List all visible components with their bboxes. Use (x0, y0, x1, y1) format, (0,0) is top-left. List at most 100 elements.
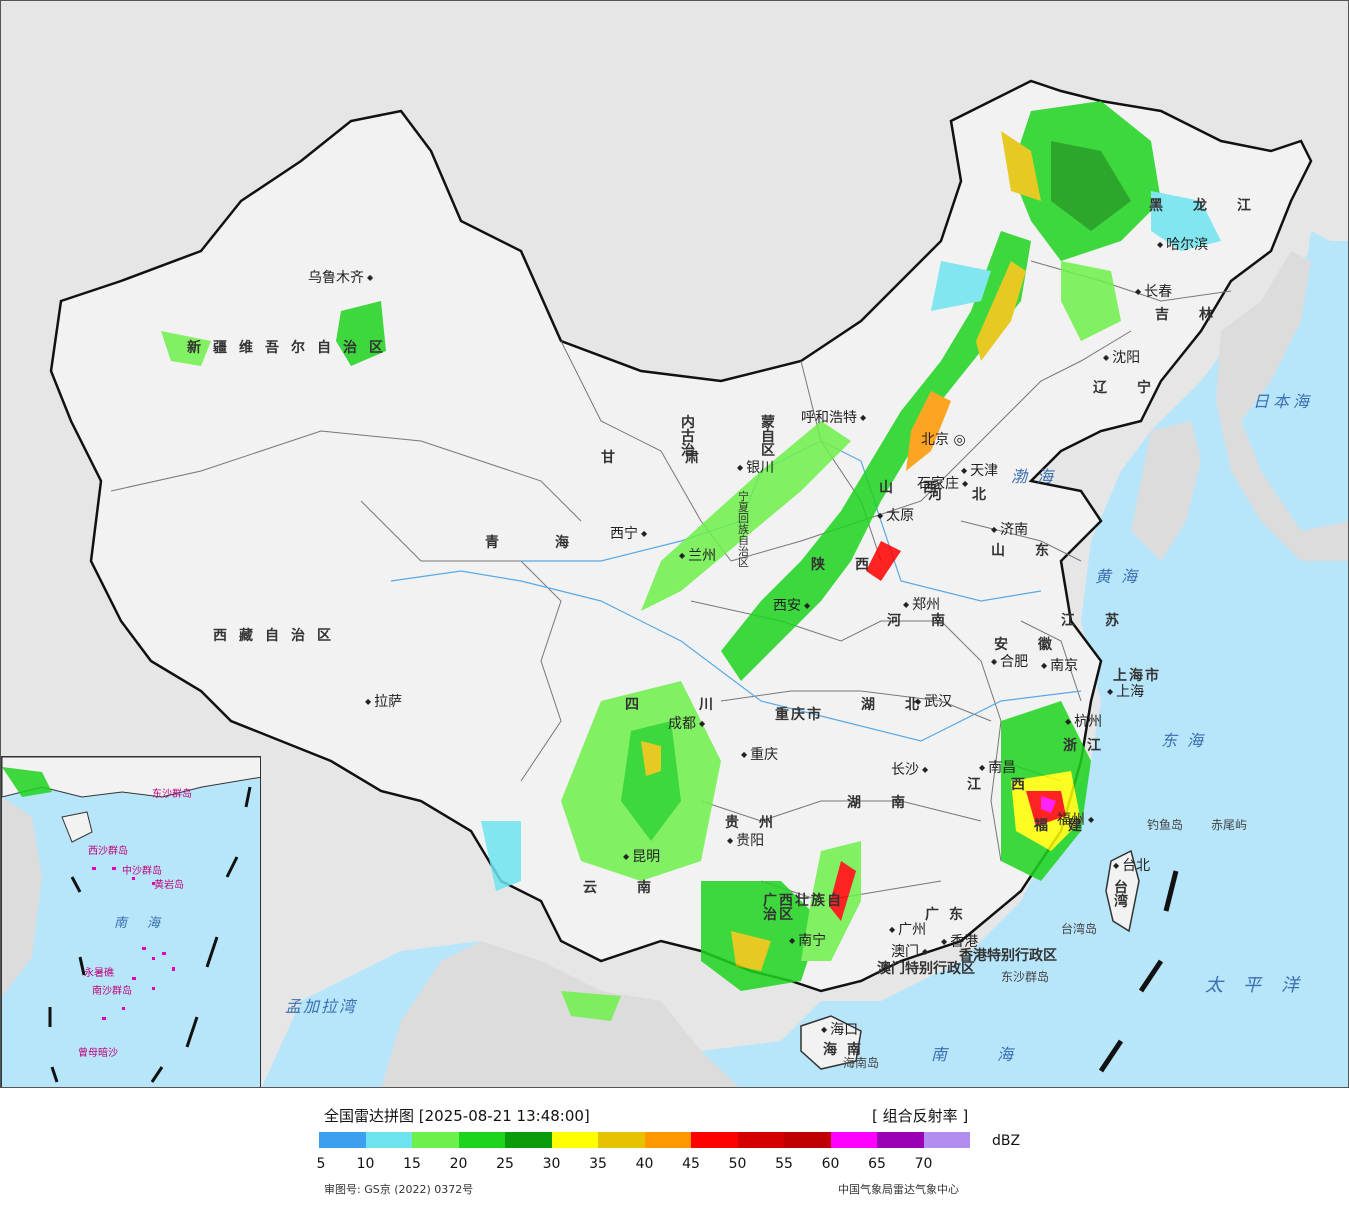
tick-label: 10 (356, 1156, 375, 1172)
color-swatch (365, 1132, 412, 1148)
city-haikou: 海口 (821, 1023, 858, 1037)
province-jiangsu: 江苏 (1061, 613, 1149, 629)
city-macau: 澳门 (891, 945, 928, 959)
color-swatch (598, 1132, 645, 1148)
city-chengdu: 成都 (668, 717, 705, 731)
city-tianjin: 天津 (961, 464, 998, 478)
inset-xisha: 西沙群岛 (88, 846, 128, 857)
color-swatch (319, 1132, 366, 1148)
inset-zhongsha: 中沙群岛 (122, 866, 162, 877)
island-dongsha: 东沙群岛 (1001, 970, 1050, 984)
legend-product: [ 组合反射率 ] (872, 1107, 969, 1125)
inset-huangyan: 黄岩岛 (154, 880, 184, 891)
city-harbin: 哈尔滨 (1157, 238, 1208, 252)
inset-yongshu: 永暑礁 (84, 968, 114, 979)
city-hohhot: 呼和浩特 (801, 411, 866, 425)
color-swatch (412, 1132, 459, 1148)
province-ningxia: 宁夏回族自治区 (738, 490, 749, 569)
city-changchun: 长春 (1135, 285, 1172, 299)
city-shenyang: 沈阳 (1103, 351, 1140, 365)
city-chongqing: 重庆 (741, 748, 778, 762)
tick-label: 70 (914, 1156, 933, 1172)
region-hongkong: 香港特别行政区 (959, 948, 1057, 964)
province-chongqing: 重庆市 (775, 707, 823, 723)
color-swatch (784, 1132, 831, 1148)
sea-japan: 日本海 (1253, 392, 1314, 411)
province-jilin: 吉林 (1155, 307, 1243, 323)
sea-bay-of-bengal: 孟加拉湾 (285, 997, 358, 1016)
province-guangxi: 广西壮族自治区 (763, 893, 843, 923)
province-hainan: 海南 (823, 1042, 871, 1058)
city-changsha: 长沙 (891, 763, 928, 777)
province-heilongjiang: 黑龙江 (1149, 198, 1281, 214)
island-chiwei: 赤尾屿 (1211, 818, 1248, 832)
province-anhui: 安徽 (994, 637, 1082, 653)
city-nanning: 南宁 (789, 934, 826, 948)
province-guangdong: 广东 (925, 907, 973, 923)
radar-map: 新疆维吾尔自治区 西藏自治区 青海 甘肃 内蒙古自治区 黑龙江 吉林 辽宁 河北… (0, 0, 1349, 1088)
city-jinan: 济南 (991, 523, 1028, 537)
city-lanzhou: 兰州 (679, 549, 716, 563)
province-liaoning: 辽宁 (1093, 380, 1181, 396)
inset-south-china-sea: 南海 (114, 916, 181, 931)
island-hainan: 海南岛 (843, 1056, 880, 1070)
sea-pacific: 太平洋 (1205, 975, 1319, 996)
legend-unit: dBZ (992, 1133, 1021, 1149)
province-henan: 河南 (887, 613, 975, 629)
inset-basemap (2, 757, 260, 1083)
province-hunan: 湖南 (847, 795, 935, 811)
province-qinghai: 青海 (485, 535, 625, 551)
approval-number: 审图号: GS京 (2022) 0372号 (324, 1183, 474, 1196)
color-swatch (877, 1132, 924, 1148)
color-swatch (551, 1132, 598, 1148)
color-swatch (923, 1132, 970, 1148)
sea-bohai: 渤海 (1011, 467, 1064, 486)
legend-title: 全国雷达拼图 [2025-08-21 13:48:00] (324, 1107, 590, 1125)
province-yunnan: 云南 (583, 880, 691, 896)
province-jiangxi: 江西 (967, 777, 1055, 793)
city-guiyang: 贵阳 (727, 834, 764, 848)
data-source: 中国气象局雷达气象中心 (838, 1183, 959, 1196)
tick-label: 30 (542, 1156, 561, 1172)
city-wuhan: 武汉 (915, 695, 952, 709)
tick-label: 5 (316, 1156, 326, 1172)
province-zhejiang: 浙江 (1063, 738, 1111, 754)
region-macau: 澳门特别行政区 (877, 961, 975, 977)
city-nanchang: 南昌 (979, 761, 1016, 775)
province-sichuan: 四川 (625, 697, 773, 713)
capital-star-icon: ◎ (953, 432, 966, 448)
city-nanjing: 南京 (1041, 659, 1078, 673)
south-china-sea-inset: 东沙群岛 西沙群岛 中沙群岛 黄岩岛 南沙群岛 曾母暗沙 永暑礁 南海 (1, 756, 261, 1087)
city-hongkong: 香港 (941, 935, 978, 949)
city-hangzhou: 杭州 (1065, 715, 1102, 729)
color-swatch (830, 1132, 877, 1148)
province-shanghai: 上海市 (1113, 668, 1161, 684)
city-taipei: 台北 (1113, 859, 1150, 873)
tick-label: 50 (728, 1156, 747, 1172)
legend-panel: 全国雷达拼图 [2025-08-21 13:48:00] [ 组合反射率 ] d… (0, 1088, 1349, 1208)
city-shanghai: 上海 (1107, 685, 1144, 699)
tick-label: 55 (775, 1156, 793, 1172)
city-lhasa: 拉萨 (365, 695, 402, 709)
color-swatch (691, 1132, 738, 1148)
tick-label: 40 (635, 1156, 654, 1172)
province-taiwan: 台湾 (1114, 880, 1130, 910)
sea-donghai: 东海 (1161, 731, 1214, 750)
city-xian: 西安 (773, 599, 810, 613)
tick-label: 20 (449, 1156, 468, 1172)
city-zhengzhou: 郑州 (903, 598, 940, 612)
province-neimenggu: 内蒙古自治区 (681, 415, 841, 459)
tick-label: 45 (682, 1156, 700, 1172)
color-swatch (505, 1132, 552, 1148)
island-taiwan: 台湾岛 (1061, 922, 1098, 936)
tick-label: 60 (821, 1156, 840, 1172)
color-swatch (458, 1132, 505, 1148)
province-guizhou: 贵州 (725, 815, 793, 831)
color-swatch (644, 1132, 691, 1148)
island-diaoyu: 钓鱼岛 (1147, 818, 1184, 832)
city-yinchuan: 银川 (737, 461, 774, 475)
inset-dongsha: 东沙群岛 (152, 789, 192, 800)
tick-label: 35 (589, 1156, 607, 1172)
city-hefei: 合肥 (991, 655, 1028, 669)
province-xinjiang: 新疆维吾尔自治区 (187, 340, 395, 356)
